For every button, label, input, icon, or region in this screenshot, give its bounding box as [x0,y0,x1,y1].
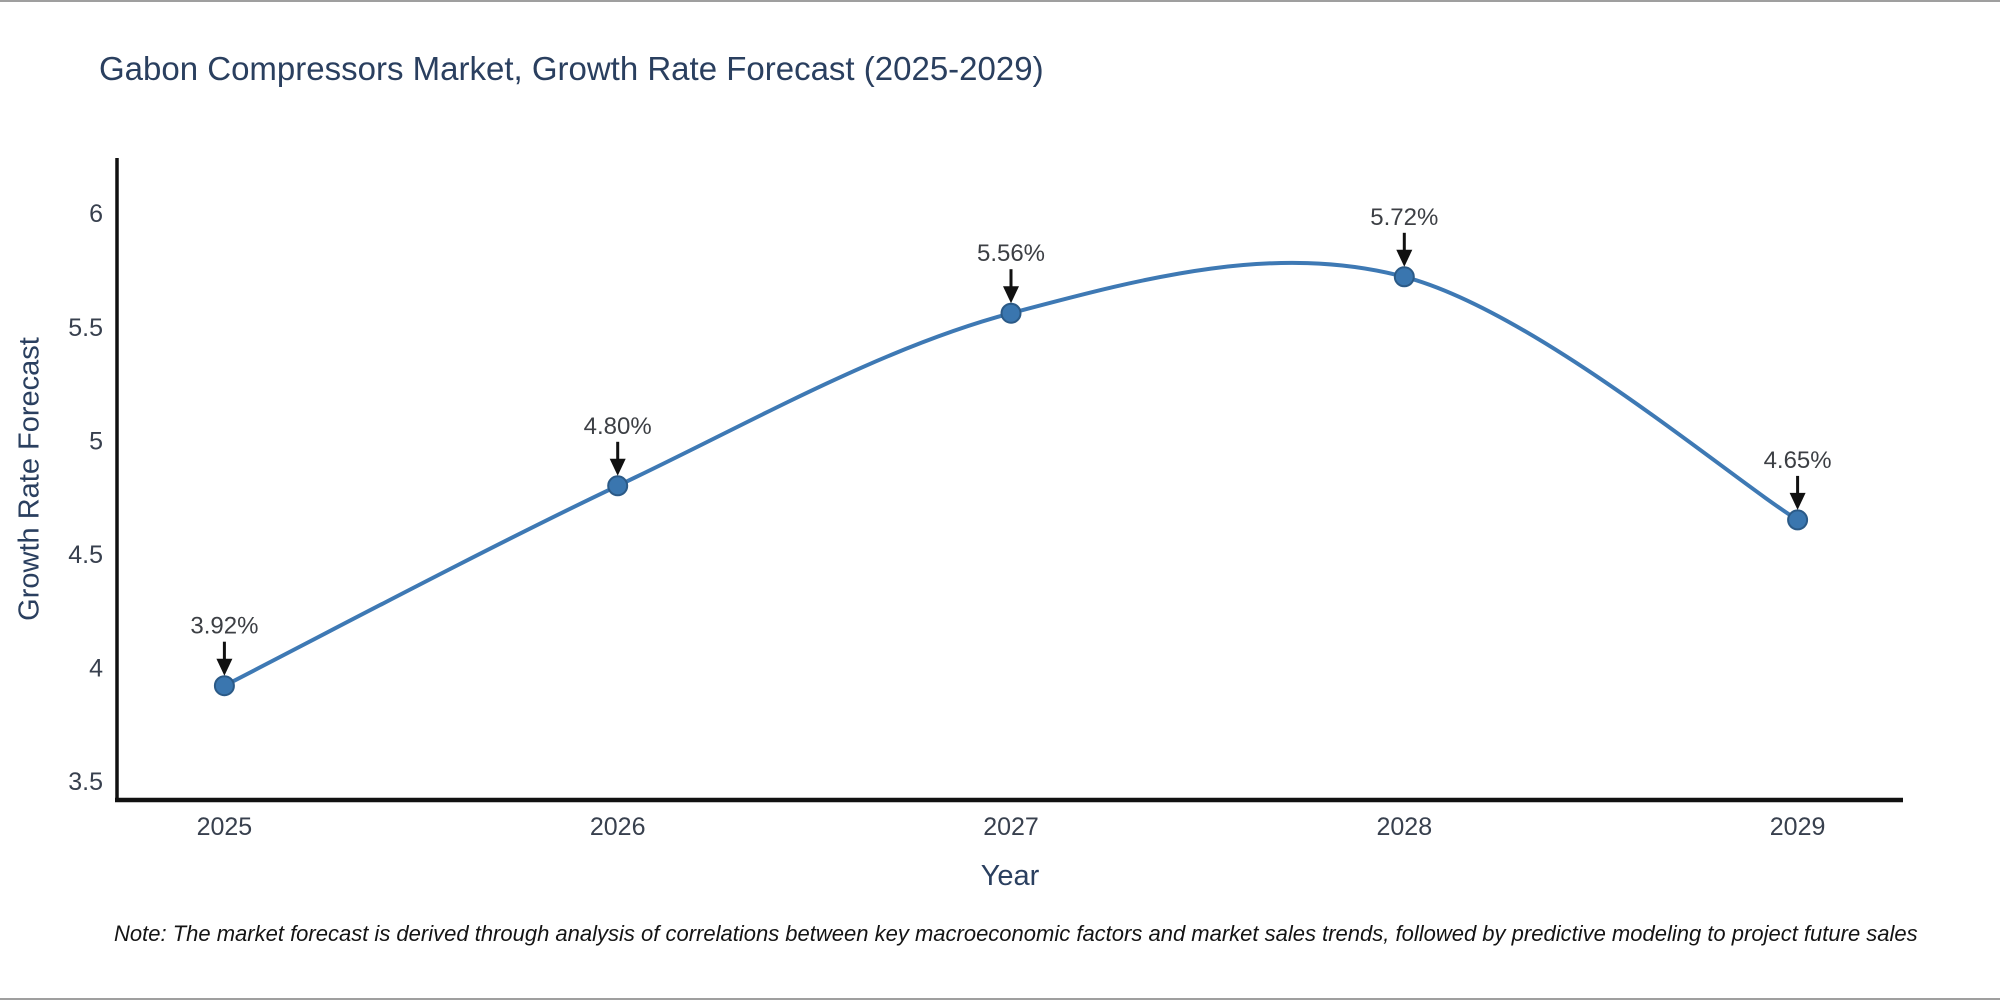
point-value-label: 5.56% [977,240,1045,267]
y-tick-label: 5.5 [68,314,103,342]
annotation-arrowhead-icon [609,458,626,476]
point-value-label: 5.72% [1370,204,1438,231]
x-tick-label: 2027 [983,813,1039,841]
y-tick-label: 5 [89,427,103,455]
x-tick-label: 2025 [197,813,253,841]
footnote: Note: The market forecast is derived thr… [114,921,1918,946]
annotation-arrowhead-icon [1789,492,1806,510]
point-value-label: 4.80% [584,413,652,440]
annotation-arrowhead-icon [1396,249,1413,267]
data-point-marker [1000,302,1022,324]
series-line [222,260,1800,688]
point-value-label: 4.65% [1764,447,1832,474]
bottom-edge-line [0,998,2000,1000]
x-tick-label: 2029 [1770,813,1826,841]
x-tick-label: 2028 [1376,813,1432,841]
annotation-arrowhead-icon [216,658,233,676]
y-tick-label: 6 [89,200,103,228]
point-value-label: 3.92% [190,613,258,640]
x-tick-label: 2026 [590,813,646,841]
y-tick-label: 4 [89,655,103,683]
data-point-marker [1393,266,1415,288]
y-tick-label: 3.5 [68,768,103,796]
chart-title: Gabon Compressors Market, Growth Rate Fo… [99,50,1044,87]
y-tick-label: 4.5 [68,541,103,569]
annotation-arrowhead-icon [1003,286,1019,304]
data-point-marker [213,675,235,697]
data-point-marker [1787,509,1809,531]
data-point-marker [607,475,629,497]
x-axis-title: Year [980,860,1040,892]
top-edge-line [0,0,2000,2]
